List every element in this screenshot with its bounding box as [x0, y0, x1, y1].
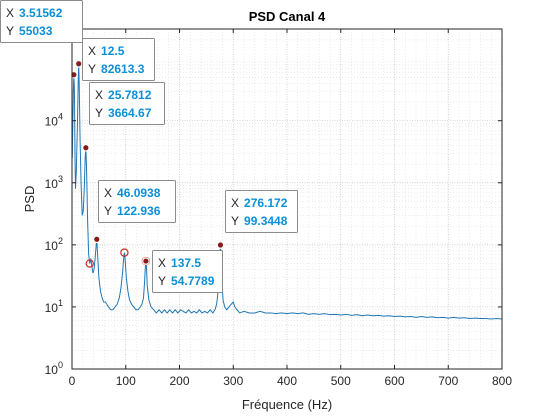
datatip-y-value: 55033	[19, 24, 53, 38]
x-axis-label: Fréquence (Hz)	[242, 397, 332, 412]
datatip-marker	[142, 257, 150, 265]
datatip-marker	[216, 241, 225, 249]
x-tick-label: 100	[116, 374, 136, 388]
x-tick-label: 400	[277, 374, 297, 388]
x-tick-label: 600	[384, 374, 404, 388]
datatip-x-row: X 25.7812	[95, 88, 152, 102]
datatip-box	[89, 82, 165, 125]
datatip-y-label: Y	[6, 24, 14, 38]
datatip-x-label: X	[95, 88, 103, 102]
datatip-x-value: 46.0938	[117, 186, 161, 200]
datatip-y-label: Y	[95, 106, 103, 120]
datatip-x-label: X	[6, 6, 14, 20]
axis-ticks: 0 100 200 300 400 500 600 700 800 100 101 102 103 104	[45, 29, 512, 388]
y-tick-label: 100	[45, 360, 63, 377]
y-axis-label: PSD	[22, 186, 37, 213]
datatip-x-row: X 276.172	[231, 196, 288, 210]
datatip-y-row: Y 3664.67	[95, 106, 152, 120]
datatip-x-value: 25.7812	[108, 88, 152, 102]
datatip: X 276.172 Y 99.3448	[225, 190, 298, 233]
datatip-box	[0, 0, 83, 43]
datatip-x-label: X	[158, 256, 166, 270]
datatip-marker	[74, 59, 83, 68]
datatip-x-row: X 46.0938	[104, 186, 161, 200]
datatip-x-label: X	[104, 186, 112, 200]
datatip-y-value: 122.936	[117, 204, 161, 218]
x-tick-label: 300	[223, 374, 243, 388]
y-tick-label: 103	[45, 174, 63, 191]
datatips: X 3.51562 Y 55033 X 12.5 Y 82613.3 X 25.7812 Y 3664…	[0, 0, 298, 293]
datatip-y-value: 3664.67	[108, 106, 152, 120]
chart-title: PSD Canal 4	[249, 9, 326, 24]
datatip-y-label: Y	[104, 204, 112, 218]
datatip-y-row: Y 54.7789	[158, 274, 215, 288]
datatip: X 12.5 Y 82613.3	[82, 38, 155, 81]
x-tick-label: 0	[69, 374, 76, 388]
datatip-y-label: Y	[158, 274, 166, 288]
datatip: X 3.51562 Y 55033	[0, 0, 83, 43]
datatip-x-label: X	[88, 44, 96, 58]
datatip-x-value: 137.5	[171, 256, 201, 270]
datatip: X 46.0938 Y 122.936	[98, 180, 176, 223]
datatip-x-row: X 137.5	[158, 256, 201, 270]
x-tick-label: 500	[331, 374, 351, 388]
datatip-y-label: Y	[88, 62, 96, 76]
datatip: X 137.5 Y 54.7789	[152, 250, 223, 293]
datatip-x-row: X 3.51562	[6, 6, 63, 20]
datatip-marker	[82, 143, 90, 152]
datatip-y-row: Y 82613.3	[88, 62, 145, 76]
datatip-y-row: Y 122.936	[104, 204, 161, 218]
datatip-y-row: Y 99.3448	[231, 214, 288, 228]
datatip-x-label: X	[231, 196, 239, 210]
datatip-y-value: 54.7789	[171, 274, 215, 288]
psd-series-line	[71, 63, 503, 320]
datatip-x-row: X 12.5	[88, 44, 125, 58]
datatip-y-row: Y 55033	[6, 24, 53, 38]
datatip-marker	[92, 235, 101, 244]
datatip-box	[152, 250, 223, 293]
y-tick-label: 104	[45, 112, 63, 129]
x-tick-label: 700	[438, 374, 458, 388]
datatip-box	[225, 190, 298, 233]
y-tick-label: 101	[45, 298, 63, 315]
datatip-box	[98, 180, 176, 223]
circled-point	[85, 259, 94, 268]
datatip-x-value: 12.5	[101, 44, 125, 58]
x-tick-label: 200	[169, 374, 189, 388]
datatip-y-value: 99.3448	[244, 214, 288, 228]
datatip-box	[82, 38, 155, 81]
circled-point	[120, 248, 129, 257]
datatip-y-value: 82613.3	[101, 62, 145, 76]
datatip: X 25.7812 Y 3664.67	[89, 82, 165, 125]
datatip-y-label: Y	[231, 214, 239, 228]
x-tick-label: 800	[492, 374, 512, 388]
y-tick-label: 102	[45, 236, 63, 253]
datatip-x-value: 3.51562	[19, 6, 63, 20]
datatip-x-value: 276.172	[244, 196, 288, 210]
datatip-markers	[70, 59, 225, 265]
